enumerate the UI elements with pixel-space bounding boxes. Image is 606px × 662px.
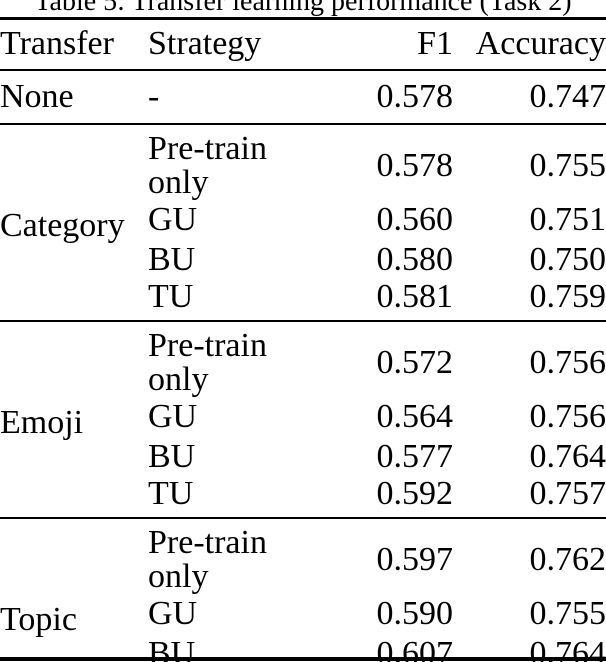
f1-cell: 0.560 <box>376 200 454 238</box>
accuracy-cell: 0.747 <box>529 77 606 115</box>
f1-cell: 0.590 <box>376 594 454 632</box>
strategy-cell: GU <box>148 594 198 632</box>
table-row: GU 0.564 0.756 <box>0 397 606 437</box>
f1-cell: 0.581 <box>376 277 454 315</box>
transfer-cell: None <box>0 77 74 115</box>
strategy-cell: Pre-train only <box>148 523 267 595</box>
f1-cell: 0.572 <box>376 343 454 381</box>
f1-cell: 0.564 <box>376 397 454 435</box>
table-caption: Table 5: Transfer learning performance (… <box>34 0 572 17</box>
results-table: Transfer Strategy F1 Accuracy None - 0.5… <box>0 17 606 662</box>
section-topic: Topic Pre-train only 0.597 0.762 GU 0.59… <box>0 518 606 662</box>
accuracy-cell: 0.751 <box>529 200 606 238</box>
col-header-accuracy: Accuracy <box>475 25 606 63</box>
strategy-cell: GU <box>148 397 198 435</box>
table-row: GU 0.590 0.755 <box>0 594 606 634</box>
table-row: Emoji Pre-train only 0.572 0.756 <box>0 321 606 439</box>
f1-cell: 0.580 <box>376 240 454 278</box>
table-row: TU 0.592 0.757 <box>0 474 606 518</box>
section-emoji: Emoji Pre-train only 0.572 0.756 GU 0.56… <box>0 321 606 518</box>
table-row: GU 0.560 0.751 <box>0 200 606 240</box>
accuracy-cell: 0.755 <box>529 594 606 632</box>
table-bottom-rule <box>0 657 606 661</box>
accuracy-cell: 0.764 <box>529 437 606 475</box>
table-row: Topic Pre-train only 0.597 0.762 <box>0 518 606 636</box>
accuracy-cell: 0.756 <box>529 343 606 381</box>
transfer-cell: Topic <box>0 600 77 638</box>
strategy-cell: BU <box>148 240 196 278</box>
strategy-cell: BU <box>148 437 196 475</box>
f1-cell: 0.578 <box>376 77 454 115</box>
col-header-f1: F1 <box>417 25 453 63</box>
section-category: Category Pre-train only 0.578 0.755 GU 0… <box>0 124 606 321</box>
table-row: Transfer Strategy F1 Accuracy <box>0 19 606 70</box>
strategy-cell: GU <box>148 200 198 238</box>
accuracy-cell: 0.756 <box>529 397 606 435</box>
col-header-strategy: Strategy <box>148 25 262 63</box>
f1-cell: 0.597 <box>376 540 454 578</box>
transfer-cell: Category <box>0 206 125 244</box>
strategy-cell: Pre-train only <box>148 326 267 398</box>
strategy-cell: TU <box>148 277 194 315</box>
accuracy-cell: 0.762 <box>529 540 606 578</box>
accuracy-cell: 0.750 <box>529 240 606 278</box>
table-row: TU 0.581 0.759 <box>0 277 606 321</box>
accuracy-cell: 0.757 <box>529 474 606 512</box>
table-row: BU 0.577 0.764 <box>0 437 606 477</box>
table-row: None - 0.578 0.747 <box>0 70 606 124</box>
table-row: Category Pre-train only 0.578 0.755 <box>0 124 606 242</box>
f1-cell: 0.592 <box>376 474 454 512</box>
transfer-cell: Emoji <box>0 403 84 441</box>
f1-cell: 0.577 <box>376 437 454 475</box>
accuracy-cell: 0.755 <box>529 146 606 184</box>
table-header-row: Transfer Strategy F1 Accuracy <box>0 19 606 70</box>
accuracy-cell: 0.759 <box>529 277 606 315</box>
strategy-cell: TU <box>148 474 194 512</box>
section-none: None - 0.578 0.747 <box>0 70 606 124</box>
table-row: BU 0.580 0.750 <box>0 240 606 280</box>
strategy-cell: - <box>148 77 160 115</box>
strategy-cell: Pre-train only <box>148 129 267 201</box>
col-header-transfer: Transfer <box>0 25 114 63</box>
f1-cell: 0.578 <box>376 146 454 184</box>
